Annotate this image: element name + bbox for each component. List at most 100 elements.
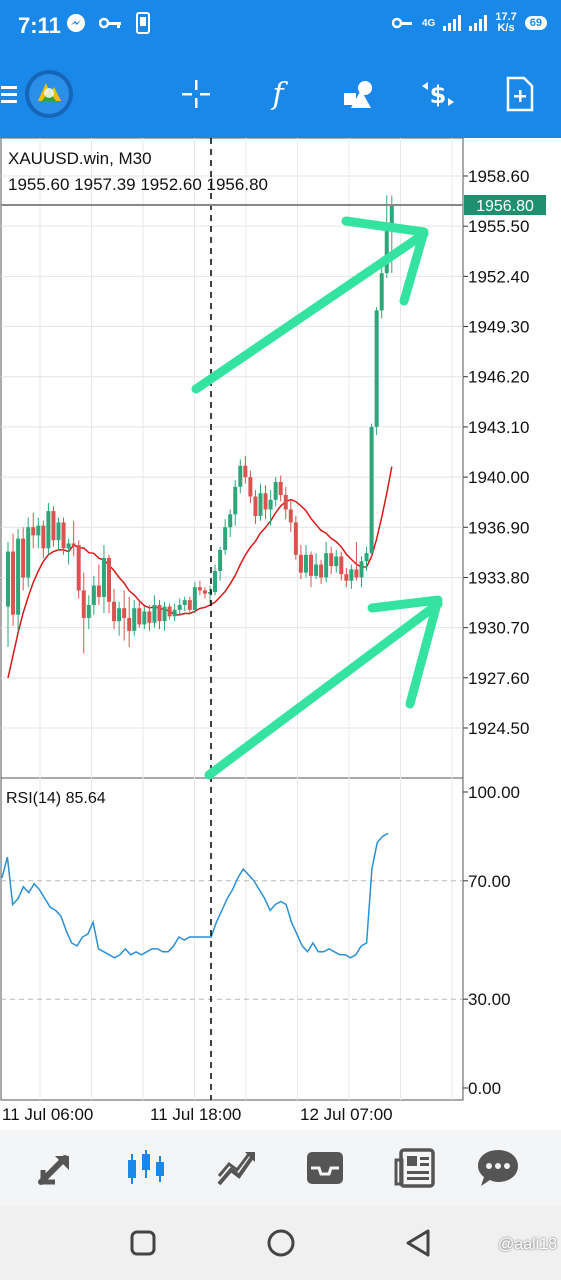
- candle-body: [334, 556, 339, 567]
- candle-body: [339, 556, 344, 575]
- candle-body: [218, 549, 223, 571]
- rsi-panel-frame: [0, 777, 464, 1101]
- candle-body: [177, 604, 182, 610]
- candle-body: [11, 551, 16, 615]
- candle-body: [208, 592, 212, 594]
- y-tick-label: 1930.70: [468, 619, 529, 638]
- function-icon[interactable]: f: [258, 72, 298, 116]
- candle-body: [223, 527, 228, 550]
- candle-body: [112, 601, 117, 622]
- y-tick-label: 1924.50: [468, 719, 529, 738]
- candle-body: [21, 538, 26, 578]
- notification-icons: [66, 12, 151, 35]
- candle-body: [389, 205, 394, 225]
- candle-body: [293, 522, 298, 555]
- y-tick-label: 1955.50: [468, 217, 529, 236]
- candle-body: [91, 585, 96, 605]
- candle-body: [253, 496, 258, 516]
- candle-body: [273, 481, 278, 500]
- y-tick-label: 1936.90: [468, 518, 529, 537]
- signal-icon: [443, 15, 462, 31]
- candle-body: [51, 511, 56, 541]
- candle-body: [374, 310, 379, 427]
- rsi-tick-label: 30.00: [468, 990, 511, 1009]
- network-speed: 17.7 K/s: [495, 11, 517, 34]
- candle-body: [192, 587, 197, 610]
- candle-body: [359, 561, 364, 578]
- candle-body: [354, 569, 359, 578]
- candle-body: [202, 590, 207, 594]
- candle-body: [172, 609, 177, 617]
- news-icon[interactable]: [393, 1146, 437, 1190]
- candle-body: [96, 585, 101, 597]
- x-tick-label: 12 Jul 07:00: [300, 1105, 393, 1124]
- bottom-nav: [0, 1130, 561, 1206]
- candle-body: [122, 608, 127, 618]
- candle-body: [369, 426, 374, 554]
- candle-body: [288, 509, 293, 523]
- candle-body: [238, 465, 243, 487]
- x-tick-label: 11 Jul 06:00: [2, 1105, 93, 1124]
- messenger-icon: [67, 14, 85, 33]
- axis-labels: 1958.60 1955.50 1952.40 1949.30 1946.20 1943.…: [2, 167, 529, 1124]
- candle-body: [107, 558, 111, 602]
- candle-body: [379, 273, 384, 311]
- vpn-key-icon: [391, 17, 412, 29]
- inbox-icon[interactable]: [303, 1146, 347, 1190]
- candle-body: [66, 543, 71, 549]
- currency-icon[interactable]: $: [416, 72, 460, 116]
- y-tick-label: 1946.20: [468, 368, 529, 387]
- candle-body: [81, 590, 86, 618]
- y-tick-label: 1949.30: [468, 318, 529, 337]
- candle-body: [213, 570, 218, 593]
- candle-body: [243, 465, 248, 478]
- candle-body: [86, 604, 91, 618]
- svg-text:$: $: [430, 81, 447, 109]
- status-time: 7:11: [18, 13, 61, 38]
- battery-indicator: 69: [524, 16, 547, 30]
- chat-icon[interactable]: [476, 1146, 520, 1190]
- candle-body: [278, 481, 283, 495]
- system-nav: [0, 1206, 561, 1280]
- trade-icon[interactable]: [35, 1146, 79, 1190]
- candle-body: [16, 538, 21, 615]
- menu-icon[interactable]: [0, 72, 20, 116]
- app-logo-icon[interactable]: [24, 70, 74, 118]
- crosshair-icon[interactable]: [176, 72, 216, 116]
- candle-body: [298, 554, 303, 573]
- candle-body: [314, 564, 319, 576]
- candle-body: [157, 604, 162, 622]
- signals-icon[interactable]: [215, 1146, 259, 1190]
- home-icon[interactable]: [266, 1228, 296, 1258]
- network-type: 4G: [421, 17, 436, 29]
- signal-icon-2: [469, 15, 488, 31]
- back-icon[interactable]: [404, 1228, 432, 1258]
- candle-body: [41, 525, 46, 549]
- candle-body: [364, 553, 369, 562]
- key-icon: [98, 18, 122, 29]
- candle-body: [197, 587, 202, 591]
- annotation-arrows: [191, 216, 443, 780]
- candle-body: [142, 611, 147, 625]
- chart-area[interactable]: 1958.60 1955.50 1952.40 1949.30 1946.20 1943.…: [0, 137, 561, 1130]
- chart-icon[interactable]: [124, 1146, 168, 1190]
- candle-body: [258, 493, 263, 516]
- current-price-tag: [464, 195, 546, 215]
- shapes-icon[interactable]: [338, 72, 380, 116]
- recent-apps-icon[interactable]: [130, 1230, 156, 1256]
- candle-body: [26, 527, 31, 578]
- candle-body: [324, 553, 329, 578]
- candle-body: [182, 600, 187, 605]
- watermark: @aali18: [498, 1236, 557, 1253]
- candle-body: [283, 494, 288, 510]
- candle-body: [71, 543, 76, 546]
- moving-average: [7, 466, 393, 678]
- candle-body: [132, 608, 137, 631]
- chart-canvas[interactable]: 1958.60 1955.50 1952.40 1949.30 1946.20 1943.…: [0, 137, 561, 1130]
- candle-body: [384, 224, 389, 274]
- candle-body: [6, 551, 10, 607]
- new-order-icon[interactable]: [500, 72, 540, 116]
- y-tick-label: 1933.80: [468, 568, 529, 587]
- rsi-tick-label: 100.00: [468, 783, 520, 802]
- candle-body: [137, 608, 142, 625]
